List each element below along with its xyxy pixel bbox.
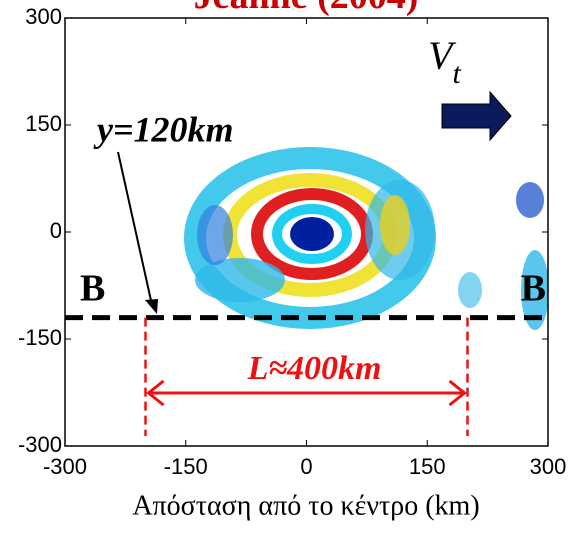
line-end-label: B xyxy=(521,267,546,309)
annotation: y=120km xyxy=(93,109,234,149)
x-axis-label: Απόσταση από το κέντρο (km) xyxy=(132,490,479,521)
pointer-head xyxy=(145,299,158,314)
y-tick-label: -150 xyxy=(18,325,62,350)
y-tick-label: 300 xyxy=(25,4,62,29)
motion-subscript: t xyxy=(452,57,461,90)
pointer-arrow xyxy=(118,152,152,305)
x-tick-label: -300 xyxy=(43,454,87,479)
motion-label: Vt xyxy=(428,33,461,90)
radar-field xyxy=(195,158,549,330)
y-tick-label: 150 xyxy=(25,111,62,136)
chart-title: Jeanne (2004) xyxy=(194,0,419,17)
motion-arrow xyxy=(442,92,511,140)
x-tick-label: 0 xyxy=(300,454,312,479)
span-label: L≈400km xyxy=(247,350,382,387)
x-tick-label: 300 xyxy=(530,454,567,479)
chart: Jeanne (2004) Απόσταση από το κέντρο (km… xyxy=(0,0,575,540)
y-tick-label: 0 xyxy=(50,218,62,243)
x-tick-label: -150 xyxy=(164,454,208,479)
line-end-label: B xyxy=(80,267,105,309)
x-tick-label: 150 xyxy=(409,454,446,479)
